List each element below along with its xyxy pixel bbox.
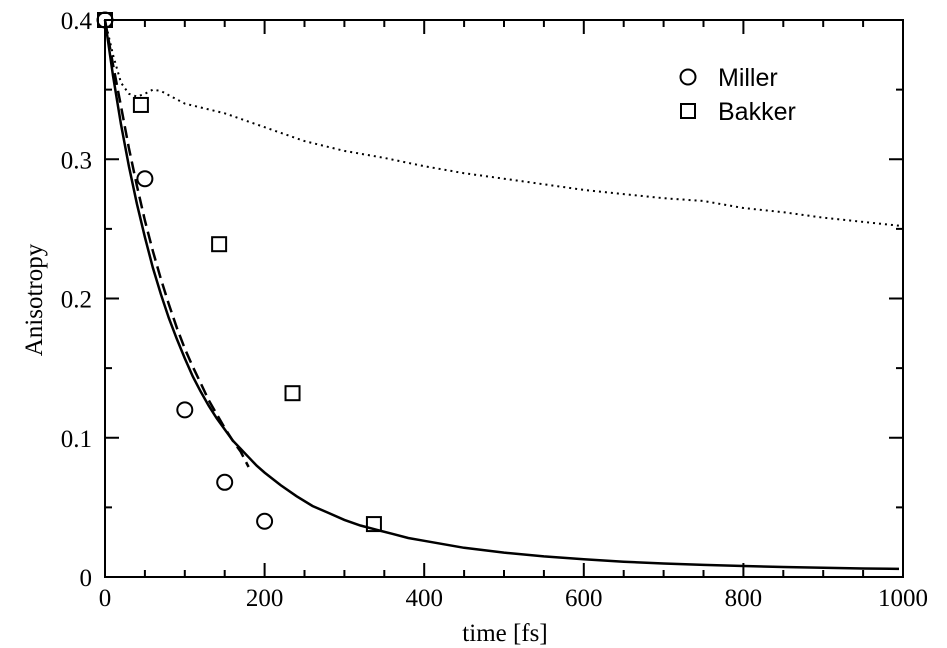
y-tick-label: 0.2	[61, 287, 92, 314]
solid-curve	[103, 19, 900, 571]
y-tick-label: 0.4	[61, 8, 93, 35]
x-axis-title: time [fs]	[462, 620, 547, 647]
bakker-point	[211, 236, 228, 253]
dotted-curve	[104, 19, 904, 228]
axes: 0 200 400 600 800 1000 0 0.1 0.2 0.3 0.4	[61, 8, 928, 612]
bakker-point	[132, 96, 149, 113]
miller-legend-label: Miller	[718, 64, 778, 92]
dashed-curve	[103, 19, 250, 468]
bakker-point	[365, 516, 382, 533]
legend: Miller Bakker	[679, 64, 796, 126]
bakker-point	[284, 385, 301, 402]
bakker-legend-marker	[680, 103, 696, 119]
x-tick-label: 200	[246, 585, 284, 612]
miller-legend-marker	[679, 68, 697, 86]
x-tick-label: 600	[565, 585, 603, 612]
bakker-legend-label: Bakker	[718, 98, 796, 126]
miller-point	[176, 401, 194, 419]
y-tick-label: 0.1	[61, 426, 92, 453]
y-tick-label: 0	[80, 565, 93, 592]
x-tick-label: 400	[405, 585, 443, 612]
miller-point	[216, 473, 234, 491]
x-tick-label: 1000	[878, 585, 928, 612]
miller-point	[256, 512, 274, 530]
y-tick-label: 0.3	[61, 147, 92, 174]
y-axis-title: Anisotropy	[21, 243, 48, 356]
plot-area	[96, 11, 904, 571]
x-tick-label: 0	[99, 585, 112, 612]
x-tick-label: 800	[725, 585, 763, 612]
miller-point	[136, 170, 154, 188]
